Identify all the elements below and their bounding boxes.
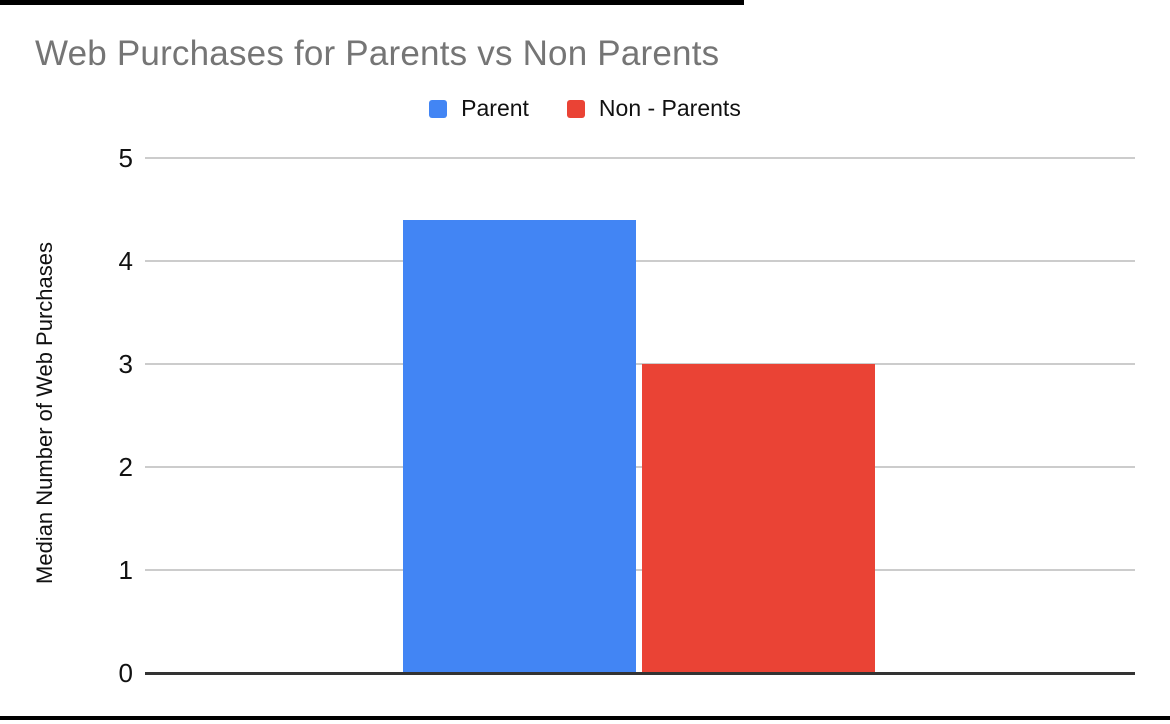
y-tick-label: 4 [118, 246, 133, 276]
y-tick-label: 5 [118, 143, 133, 173]
chart-title: Web Purchases for Parents vs Non Parents [35, 34, 720, 73]
legend-item-non-parents: Non - Parents [566, 95, 741, 122]
gridline [145, 466, 1135, 468]
gridline [145, 363, 1135, 365]
bar-non-parents [642, 364, 875, 673]
top-black-bar [0, 0, 744, 5]
legend-item-parent: Parent [429, 95, 529, 122]
bottom-black-bar [0, 716, 1170, 720]
parent-color-swatch [429, 99, 448, 118]
y-tick-label: 3 [118, 349, 133, 379]
gridline [145, 569, 1135, 571]
non-parents-color-swatch [566, 99, 585, 118]
bar-parent [403, 220, 636, 673]
legend-label-non-parents: Non - Parents [598, 95, 741, 121]
gridline [145, 157, 1135, 159]
legend-label-parent: Parent [461, 95, 529, 121]
y-axis-label: Median Number of Web Purchases [32, 242, 57, 584]
x-axis-line [145, 672, 1135, 675]
gridline [145, 260, 1135, 262]
y-tick-label: 1 [118, 555, 133, 585]
legend: Parent Non - Parents [0, 95, 1170, 122]
y-tick-label: 2 [118, 452, 133, 482]
y-tick-label: 0 [118, 658, 133, 688]
